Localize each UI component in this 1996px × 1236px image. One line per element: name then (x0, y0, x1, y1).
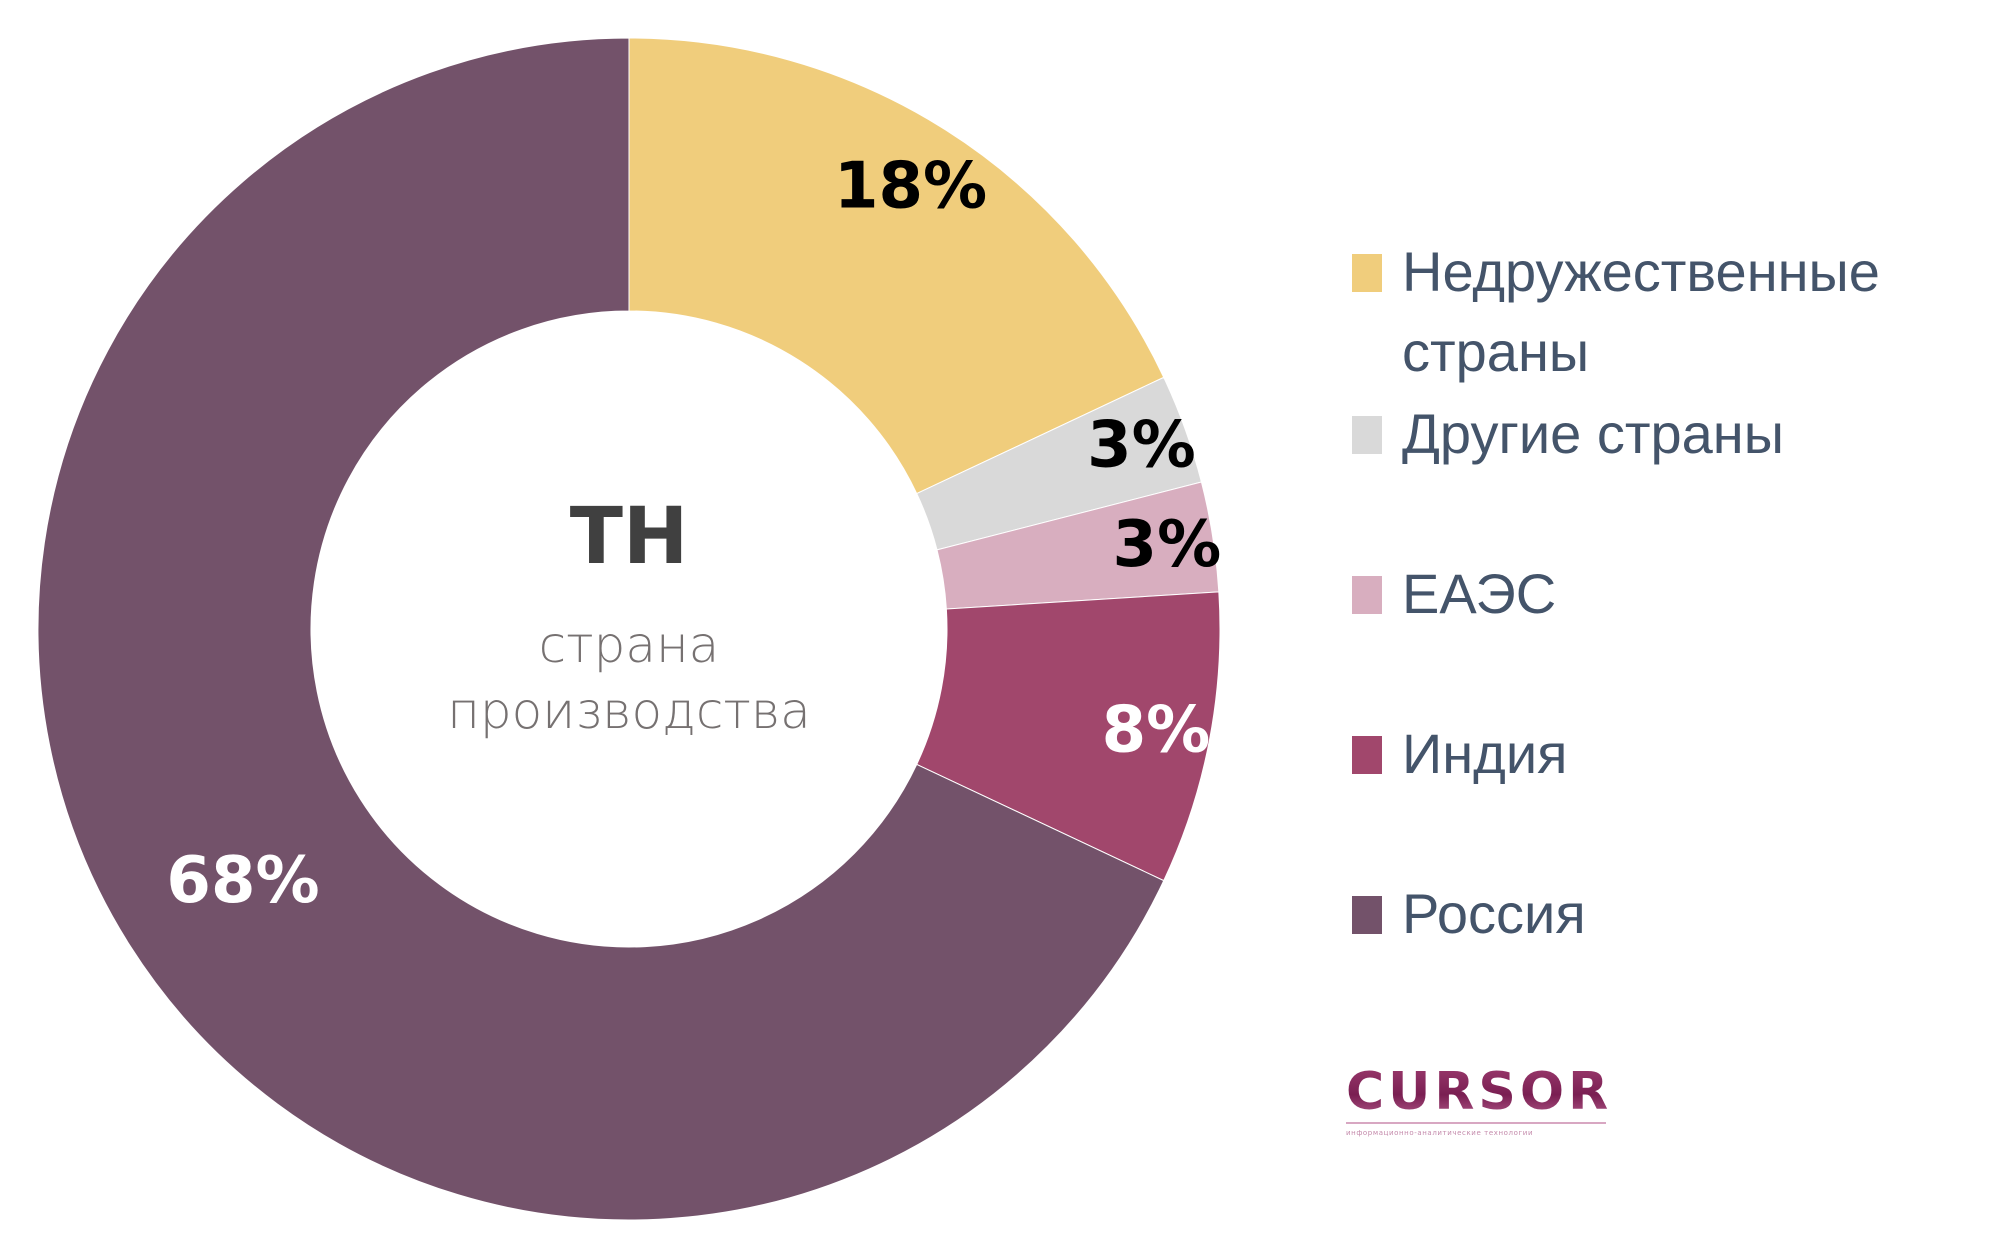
legend-item-india: Индия (1352, 722, 1962, 794)
legend-item-russia: Россия (1352, 882, 1962, 954)
center-subtitle: страна производства (379, 612, 879, 744)
legend-swatch-icon (1352, 576, 1382, 614)
center-subtitle-line1: страна (538, 616, 720, 674)
legend-item-unfriendly: Недружественные страны (1352, 240, 1962, 392)
legend-swatch-icon (1352, 896, 1382, 934)
donut-slices (37, 37, 1221, 1221)
legend-label: Недружественные страны (1402, 240, 1880, 383)
center-title: ТН (569, 492, 689, 582)
donut-slice-0 (628, 37, 1165, 495)
legend-item-eaeu: ЕАЭС (1352, 562, 1962, 634)
data-label-4: 68% (166, 844, 319, 918)
data-label-3: 8% (1102, 694, 1211, 768)
legend-label: Россия (1402, 882, 1586, 945)
legend-swatch-icon (1352, 254, 1382, 292)
cursor-logo: CURSOR информационно-аналитические техно… (1346, 1064, 1616, 1137)
logo-tagline: информационно-аналитические технологии (1346, 1129, 1534, 1137)
legend-label: Другие страны (1402, 402, 1784, 465)
center-subtitle-line2: производства (447, 682, 811, 740)
legend-label: Индия (1402, 722, 1568, 785)
logo-wordmark: CURSOR (1346, 1064, 1616, 1120)
legend-swatch-icon (1352, 736, 1382, 774)
data-label-2: 3% (1113, 508, 1222, 582)
legend-swatch-icon (1352, 416, 1382, 454)
donut-slice-4 (37, 37, 1165, 1221)
legend-label: ЕАЭС (1402, 562, 1557, 625)
legend-item-other: Другие страны (1352, 402, 1962, 474)
data-label-0: 18% (834, 149, 987, 223)
logo-divider (1346, 1122, 1606, 1124)
data-label-1: 3% (1087, 409, 1196, 483)
donut-data-labels: 18% 3% 3% 8% 68% (166, 149, 1221, 918)
